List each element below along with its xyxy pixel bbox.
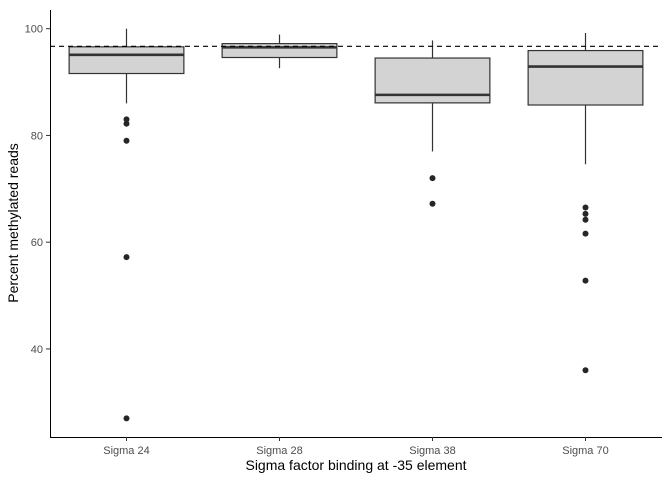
outlier-point bbox=[123, 120, 130, 127]
outlier-point bbox=[582, 210, 589, 217]
x-tick-label: Sigma 24 bbox=[103, 445, 149, 457]
outlier-point bbox=[582, 204, 589, 211]
box-group-2 bbox=[221, 34, 338, 69]
box-group-3 bbox=[374, 40, 491, 207]
outlier-point bbox=[582, 230, 589, 237]
y-tick-label: 100 bbox=[25, 24, 43, 36]
outlier-point bbox=[123, 116, 130, 123]
y-axis-title: Percent methylated reads bbox=[5, 143, 21, 303]
outlier-point bbox=[123, 254, 130, 261]
outlier-point bbox=[429, 200, 436, 207]
outlier-point bbox=[582, 367, 589, 374]
outlier-point bbox=[582, 277, 589, 284]
outlier-point bbox=[123, 137, 130, 144]
y-tick-label: 40 bbox=[31, 344, 43, 356]
outlier-point bbox=[582, 216, 589, 223]
x-tick-label: Sigma 28 bbox=[256, 445, 302, 457]
x-axis-title: Sigma factor binding at -35 element bbox=[245, 457, 466, 473]
box-group-1 bbox=[68, 28, 185, 422]
y-tick-label: 60 bbox=[31, 237, 43, 249]
outlier-point bbox=[429, 175, 436, 182]
x-tick-label: Sigma 38 bbox=[409, 445, 455, 457]
x-tick-label: Sigma 70 bbox=[562, 445, 608, 457]
box-group-4 bbox=[527, 32, 644, 374]
box-iqr bbox=[68, 46, 185, 75]
box-iqr bbox=[527, 49, 644, 106]
y-tick-label: 80 bbox=[31, 130, 43, 142]
outlier-point bbox=[123, 415, 130, 422]
